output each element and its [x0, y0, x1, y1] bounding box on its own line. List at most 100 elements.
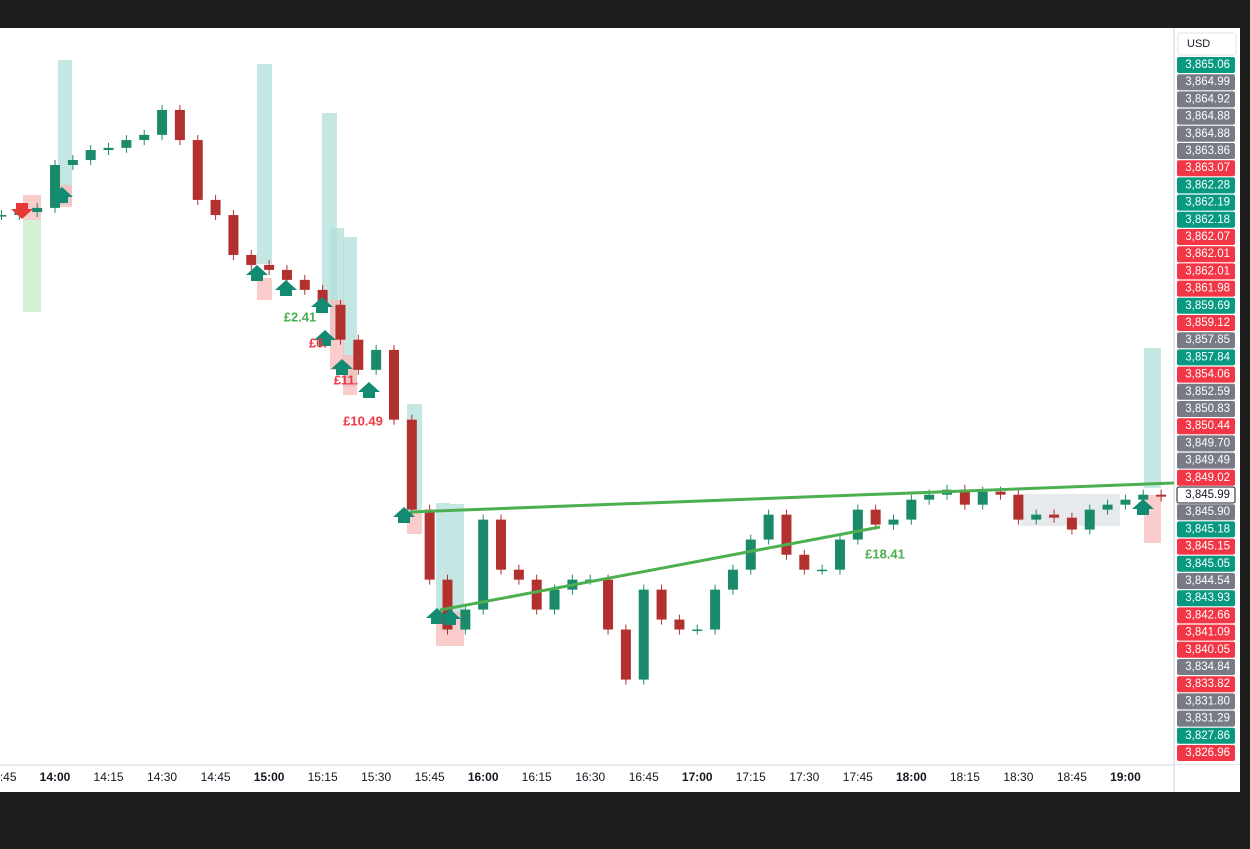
candle — [727, 569, 738, 590]
price-chip — [1177, 177, 1235, 194]
price-chip — [1177, 624, 1235, 641]
time-label: 18:15 — [950, 770, 980, 784]
price-chip — [1177, 693, 1235, 710]
price-chip-label: 3,854.06 — [1185, 369, 1230, 381]
candle — [32, 207, 43, 213]
price-chip — [1177, 125, 1235, 142]
price-chip — [1177, 229, 1235, 245]
trade-arrow — [314, 330, 336, 346]
price-chip-label: 3,840.05 — [1185, 644, 1230, 656]
trade-markers — [23, 60, 1161, 646]
candle — [763, 514, 774, 540]
currency-label: USD — [1187, 38, 1210, 50]
price-chip-label: 3,841.09 — [1185, 627, 1230, 639]
candle — [50, 164, 61, 208]
candle — [656, 589, 667, 620]
candle — [1031, 514, 1042, 520]
candle — [388, 349, 399, 420]
candle — [531, 579, 542, 610]
candle — [995, 491, 1006, 495]
candle — [710, 589, 721, 630]
price-chip-label: 3,845.90 — [1185, 506, 1230, 518]
candle — [0, 215, 7, 217]
trade-zone — [23, 220, 41, 312]
price-chip-label: 3,862.01 — [1185, 265, 1230, 277]
price-chip-label: 3,845.05 — [1185, 558, 1230, 570]
candle — [67, 160, 78, 165]
candle — [192, 140, 203, 200]
price-chip-label: 3,862.19 — [1185, 197, 1230, 209]
candle — [817, 569, 828, 572]
trade-zone — [1144, 495, 1161, 543]
candle — [139, 134, 150, 141]
candle — [371, 349, 382, 370]
trade-zone — [257, 278, 272, 300]
time-label: 16:45 — [629, 770, 659, 784]
price-chip-label: 3,857.84 — [1185, 351, 1230, 363]
price-chip — [1177, 710, 1235, 727]
trade-zone — [58, 60, 72, 205]
candle — [1102, 504, 1113, 510]
time-label: 16:15 — [522, 770, 552, 784]
price-chip-label: 3,834.84 — [1185, 661, 1230, 673]
price-chip — [1177, 418, 1235, 435]
candle — [977, 491, 988, 505]
price-chip-label: 3,864.99 — [1185, 76, 1230, 88]
trade-arrow — [51, 187, 73, 203]
price-chip-label: 3,859.12 — [1185, 317, 1230, 329]
price-chip-label: 3,833.82 — [1185, 678, 1230, 690]
price-chip — [1177, 745, 1235, 761]
trade-arrow — [311, 297, 333, 313]
candle — [174, 109, 185, 141]
pnl-label: £10.49 — [343, 413, 383, 428]
time-label: 17:15 — [736, 770, 766, 784]
chart-pane — [0, 28, 1240, 792]
candle — [1138, 494, 1149, 500]
overlays: £2.41 £6. £11. £10.49 £18.41 — [11, 187, 1175, 625]
candle — [335, 304, 346, 340]
time-label: 16:30 — [575, 770, 605, 784]
price-chip-label: 3,862.07 — [1185, 231, 1230, 243]
candle — [460, 609, 471, 630]
price-chip-label: 3,861.98 — [1185, 283, 1230, 295]
price-chip-label: 3,864.92 — [1185, 93, 1230, 105]
top-mask — [0, 0, 1250, 28]
pnl-label: £6. — [309, 335, 327, 350]
trade-arrow — [439, 609, 461, 625]
time-label: 14:15 — [94, 770, 124, 784]
trade-zone — [1144, 348, 1161, 488]
candle — [603, 579, 614, 630]
candle — [781, 514, 792, 555]
time-label: 17:45 — [843, 770, 873, 784]
price-chip — [1177, 555, 1235, 572]
price-chip-label: 3,859.69 — [1185, 300, 1230, 312]
price-chip — [1177, 315, 1235, 331]
price-chip — [1177, 659, 1235, 675]
candle — [799, 554, 810, 570]
price-chip — [1177, 521, 1235, 538]
price-chip — [1177, 469, 1235, 486]
candle — [1120, 499, 1131, 505]
price-chip — [1177, 194, 1235, 211]
price-chip-label: 3,850.83 — [1185, 403, 1230, 415]
price-chip-label: 3,862.01 — [1185, 248, 1230, 260]
price-chip-label: 3,862.18 — [1185, 214, 1230, 226]
candle — [406, 419, 417, 510]
trade-arrow — [426, 608, 448, 624]
currency-button[interactable] — [1177, 32, 1237, 56]
price-chip-label: 3,842.66 — [1185, 609, 1230, 621]
price-chip-label: 3,852.59 — [1185, 386, 1230, 398]
right-mask — [1240, 0, 1250, 849]
price-chip — [1177, 504, 1235, 521]
price-chip — [1177, 607, 1235, 624]
time-label: 14:45 — [201, 770, 231, 784]
candle — [959, 489, 970, 505]
price-chip — [1177, 246, 1235, 263]
trend-line — [439, 525, 881, 612]
price-chip — [1177, 573, 1235, 589]
price-chip — [1177, 349, 1235, 366]
price-chip — [1177, 74, 1235, 91]
candle — [210, 199, 221, 216]
price-chip-label: 3,849.70 — [1185, 437, 1230, 449]
trend-line — [409, 481, 1175, 514]
